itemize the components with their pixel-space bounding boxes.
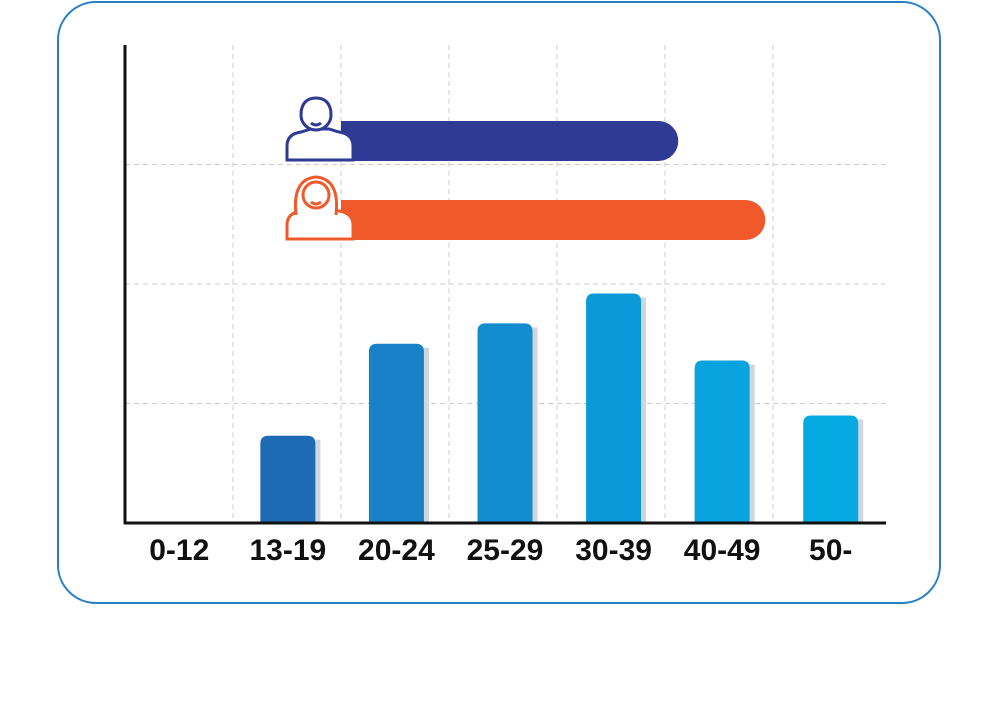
- bar: [368, 343, 424, 523]
- x-tick-label: 20-24: [358, 534, 435, 567]
- x-tick-label: 13-19: [249, 534, 326, 567]
- male-icon: [285, 96, 355, 162]
- female-icon: [285, 175, 355, 241]
- x-tick-label: 40-49: [684, 534, 761, 567]
- x-tick-label: 25-29: [467, 534, 544, 567]
- bar: [260, 435, 316, 523]
- bar: [694, 360, 750, 523]
- x-tick-label: 0-12: [149, 534, 209, 567]
- gender-bar: [341, 200, 766, 240]
- x-tick-label: 50-: [809, 534, 852, 567]
- bar: [586, 293, 642, 523]
- gender-bar: [341, 121, 679, 161]
- x-tick-label: 30-39: [575, 534, 652, 567]
- bar: [477, 323, 533, 523]
- bar: [803, 415, 859, 523]
